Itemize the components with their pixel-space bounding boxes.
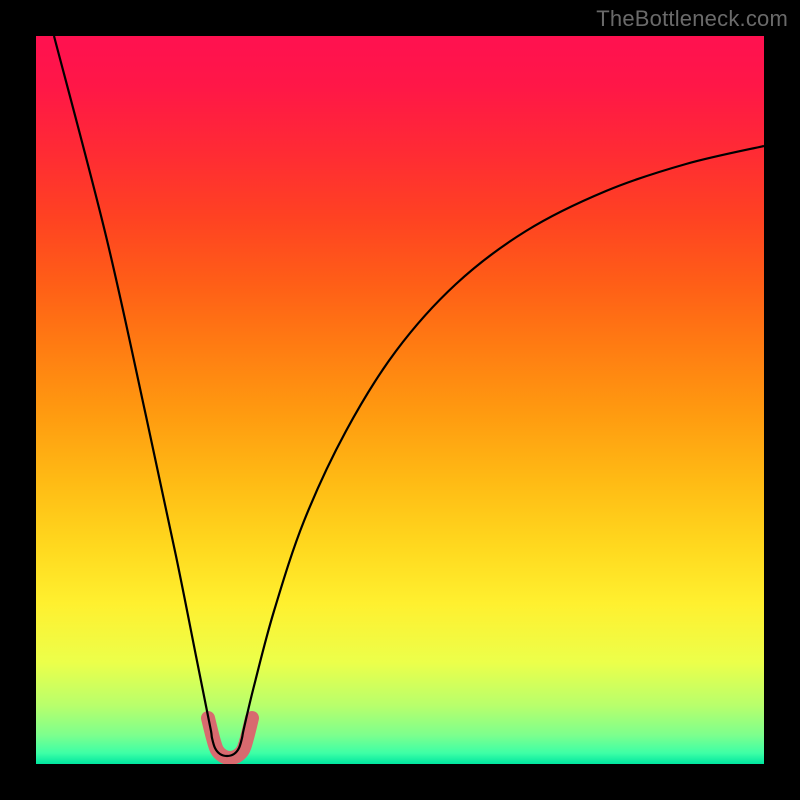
plot-area (36, 36, 764, 764)
watermark-text: TheBottleneck.com (596, 6, 788, 32)
gradient-background (36, 36, 764, 764)
chart-frame: TheBottleneck.com (0, 0, 800, 800)
plot-svg (36, 36, 764, 764)
